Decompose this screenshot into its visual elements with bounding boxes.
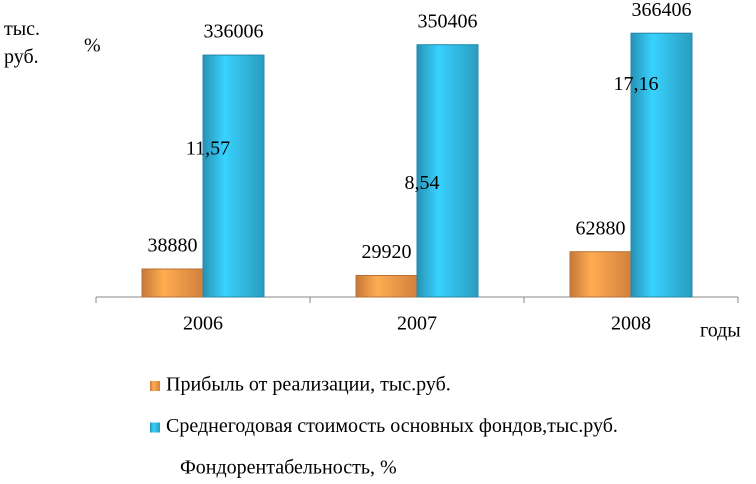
data-label: 366406 [632,0,692,21]
bar [141,268,204,298]
x-tick-label: 2006 [183,313,223,335]
x-tick-label: 2008 [611,313,651,335]
bar [569,251,632,298]
data-label: 17,16 [614,73,659,95]
y-axis-label: тыс. руб. [4,18,40,68]
legend-marker [150,381,160,391]
legend-marker [150,422,160,433]
bar [202,54,265,298]
data-label: 11,57 [186,137,230,159]
x-axis-label: годы [700,320,741,342]
data-label: 336006 [204,21,264,43]
y2-axis-label: % [84,35,101,57]
data-label: 350406 [418,10,478,32]
legend-label: Среднегодовая стоимость основных фондов,… [166,415,618,437]
x-tick-label: 2007 [397,313,437,335]
legend-label: Прибыль от реализации, тыс.руб. [166,374,451,396]
bar [355,274,418,298]
data-label: 29920 [362,241,412,263]
bar [630,32,693,298]
legend-label: Фондорентабельность, % [180,457,397,479]
bar [416,44,479,298]
data-label: 8,54 [405,172,440,194]
data-label: 62880 [576,217,626,239]
data-label: 38880 [148,235,198,257]
